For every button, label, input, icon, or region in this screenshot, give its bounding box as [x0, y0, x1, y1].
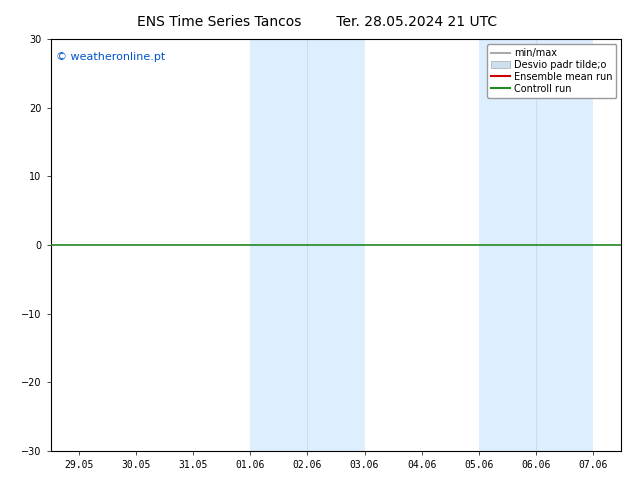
Text: ENS Time Series Tancos        Ter. 28.05.2024 21 UTC: ENS Time Series Tancos Ter. 28.05.2024 2…	[137, 15, 497, 29]
Bar	[479, 39, 593, 451]
Bar	[250, 39, 365, 451]
Legend: min/max, Desvio padr tilde;o, Ensemble mean run, Controll run: min/max, Desvio padr tilde;o, Ensemble m…	[487, 44, 616, 98]
Text: © weatheronline.pt: © weatheronline.pt	[56, 51, 165, 62]
